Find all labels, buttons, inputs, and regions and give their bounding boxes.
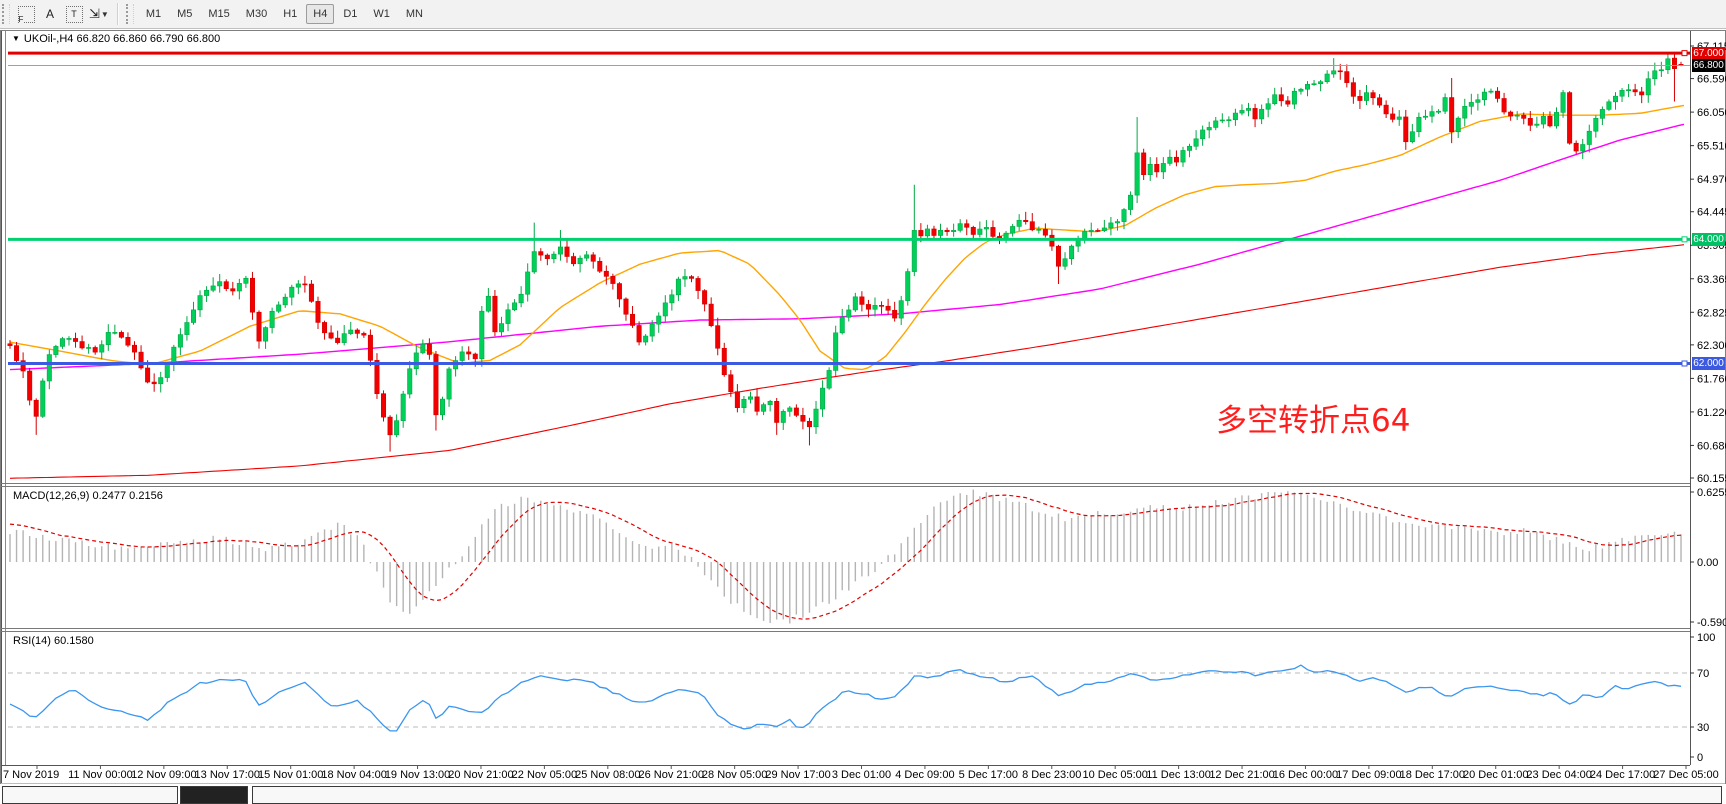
svg-text:12 Nov 09:00: 12 Nov 09:00: [131, 769, 196, 781]
svg-text:66.050: 66.050: [1697, 107, 1726, 119]
svg-text:5 Dec 17:00: 5 Dec 17:00: [959, 769, 1018, 781]
toolbar-drag-handle-2[interactable]: [125, 4, 134, 24]
svg-text:27 Dec 05:00: 27 Dec 05:00: [1653, 769, 1718, 781]
symbol-ohlc-text: UKOil-,H4 66.820 66.860 66.790 66.800: [23, 33, 221, 45]
price-tag-62000: 62.000: [1692, 357, 1725, 370]
toolbar: F A T ⇲ ▼ M1 M5 M15 M30 H1 H4 D1 W1 MN: [0, 0, 1726, 29]
svg-text:0.00: 0.00: [1697, 557, 1718, 569]
svg-text:4 Dec 09:00: 4 Dec 09:00: [895, 769, 954, 781]
font-tool-button[interactable]: A: [38, 3, 62, 25]
grid-f-glyph: F: [18, 14, 24, 24]
pane-splitter-rsi[interactable]: [0, 628, 1690, 633]
cursor-tool-button[interactable]: ⇲ ▼: [86, 3, 112, 25]
grid-box-icon: F: [17, 5, 35, 24]
svg-text:64.445: 64.445: [1697, 207, 1726, 219]
svg-text:30: 30: [1697, 722, 1709, 734]
svg-text:25 Nov 08:00: 25 Nov 08:00: [575, 769, 640, 781]
bottom-tab-fragment[interactable]: [2, 786, 178, 804]
svg-text:62.825: 62.825: [1697, 307, 1726, 319]
svg-text:23 Dec 04:00: 23 Dec 04:00: [1526, 769, 1591, 781]
svg-text:18 Nov 04:00: 18 Nov 04:00: [321, 769, 386, 781]
price-axis[interactable]: [1690, 31, 1726, 765]
svg-text:16 Dec 00:00: 16 Dec 00:00: [1273, 769, 1338, 781]
time-axis[interactable]: [0, 766, 1690, 784]
pane-splitter-macd[interactable]: [0, 483, 1690, 488]
toolbar-separator: [116, 3, 119, 25]
svg-text:64.970: 64.970: [1697, 174, 1726, 186]
timeframe-mn-button[interactable]: MN: [399, 4, 430, 24]
svg-text:61.760: 61.760: [1697, 373, 1726, 385]
svg-text:20 Nov 21:00: 20 Nov 21:00: [448, 769, 513, 781]
rsi-indicator-label: RSI(14) 60.1580: [13, 635, 94, 647]
symbol-ohlc-line[interactable]: ▼ UKOil-,H4 66.820 66.860 66.790 66.800: [12, 33, 220, 45]
timeframe-m5-button[interactable]: M5: [170, 4, 199, 24]
bottom-tab-fragment-dark[interactable]: [180, 786, 248, 804]
svg-text:17 Dec 09:00: 17 Dec 09:00: [1336, 769, 1401, 781]
svg-text:-0.5903: -0.5903: [1697, 617, 1726, 629]
svg-text:29 Nov 17:00: 29 Nov 17:00: [765, 769, 830, 781]
template-grid-icon[interactable]: F: [14, 3, 38, 25]
svg-text:15 Nov 01:00: 15 Nov 01:00: [258, 769, 323, 781]
svg-text:10 Dec 05:00: 10 Dec 05:00: [1082, 769, 1147, 781]
svg-text:60.680: 60.680: [1697, 440, 1726, 452]
text-t-icon: T: [65, 5, 83, 23]
svg-text:62.300: 62.300: [1697, 340, 1726, 352]
svg-text:70: 70: [1697, 668, 1709, 680]
diagonal-arrows-icon: ⇲: [89, 6, 100, 21]
svg-text:11 Dec 13:00: 11 Dec 13:00: [1146, 769, 1211, 781]
timeframe-d1-button[interactable]: D1: [336, 4, 364, 24]
timeframe-m15-button[interactable]: M15: [201, 4, 236, 24]
svg-text:8 Dec 23:00: 8 Dec 23:00: [1022, 769, 1081, 781]
svg-text:0.6255: 0.6255: [1697, 487, 1726, 499]
font-a-icon: A: [45, 7, 54, 21]
bottom-tab-fragment[interactable]: [252, 786, 1722, 804]
svg-text:65.510: 65.510: [1697, 141, 1726, 153]
svg-text:61.220: 61.220: [1697, 407, 1726, 419]
svg-text:24 Dec 17:00: 24 Dec 17:00: [1590, 769, 1655, 781]
svg-text:63.365: 63.365: [1697, 274, 1726, 286]
svg-text:0: 0: [1697, 752, 1703, 764]
text-label-tool-button[interactable]: T: [62, 3, 86, 25]
macd-indicator-label: MACD(12,26,9) 0.2477 0.2156: [13, 490, 163, 502]
svg-text:100: 100: [1697, 632, 1715, 644]
symbol-dropdown-icon[interactable]: ▼: [12, 34, 20, 43]
toolbar-drag-handle[interactable]: [2, 4, 10, 24]
svg-text:60.155: 60.155: [1697, 473, 1726, 485]
svg-text:11 Nov 00:00: 11 Nov 00:00: [68, 769, 133, 781]
svg-text:26 Nov 21:00: 26 Nov 21:00: [639, 769, 704, 781]
svg-text:7 Nov 2019: 7 Nov 2019: [3, 769, 59, 781]
svg-text:28 Nov 05:00: 28 Nov 05:00: [702, 769, 767, 781]
price-tag-current: 66.800: [1692, 59, 1725, 72]
chart-annotation-text: 多空转折点64: [1216, 403, 1411, 439]
timeframe-m30-button[interactable]: M30: [239, 4, 274, 24]
svg-text:12 Dec 21:00: 12 Dec 21:00: [1209, 769, 1274, 781]
timeframe-h1-button[interactable]: H1: [276, 4, 304, 24]
price-tag-64000: 64.000: [1692, 233, 1725, 246]
timeframe-w1-button[interactable]: W1: [366, 4, 397, 24]
svg-text:18 Dec 17:00: 18 Dec 17:00: [1400, 769, 1465, 781]
svg-text:19 Nov 13:00: 19 Nov 13:00: [385, 769, 450, 781]
svg-text:3 Dec 01:00: 3 Dec 01:00: [832, 769, 891, 781]
svg-text:22 Nov 05:00: 22 Nov 05:00: [512, 769, 577, 781]
svg-text:13 Nov 17:00: 13 Nov 17:00: [195, 769, 260, 781]
price-tag-67000: 67.000: [1692, 47, 1725, 60]
chevron-down-icon[interactable]: ▼: [100, 9, 109, 19]
svg-text:66.590: 66.590: [1697, 74, 1726, 86]
timeframe-m1-button[interactable]: M1: [139, 4, 168, 24]
svg-text:20 Dec 01:00: 20 Dec 01:00: [1463, 769, 1528, 781]
timeframe-h4-button[interactable]: H4: [306, 4, 335, 24]
